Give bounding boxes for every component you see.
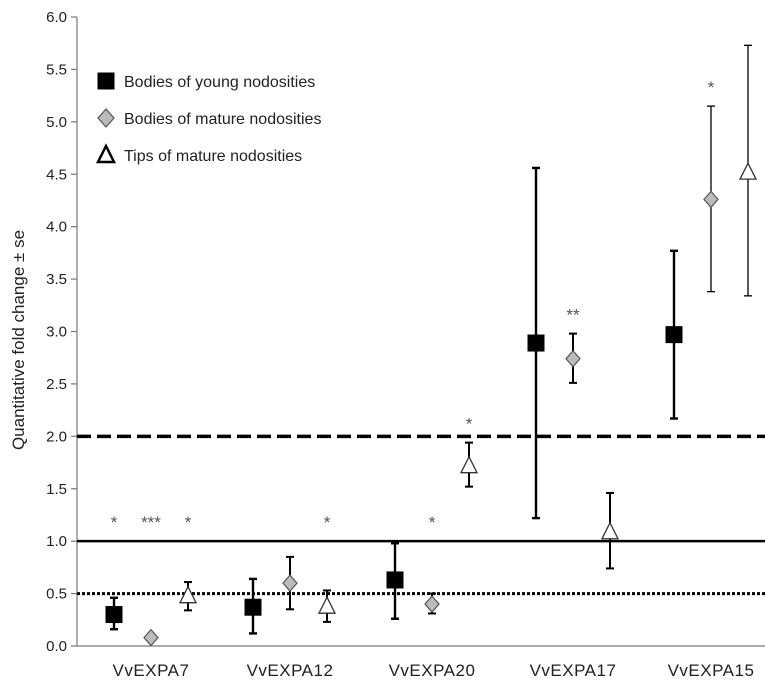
square-marker bbox=[244, 598, 262, 616]
legend-square-marker bbox=[97, 72, 115, 90]
y-tick-label: 5.0 bbox=[46, 114, 67, 131]
significance-mark: * bbox=[466, 415, 473, 434]
y-tick-label: 0.0 bbox=[46, 638, 67, 655]
y-axis-label: Quantitative fold change ± se bbox=[9, 230, 28, 450]
x-category-label: VvEXPA17 bbox=[530, 661, 617, 680]
x-category-label: VvEXPA12 bbox=[247, 661, 334, 680]
square-marker bbox=[665, 326, 683, 344]
y-tick-label: 3.5 bbox=[46, 271, 67, 288]
legend-label: Bodies of mature nodosities bbox=[124, 111, 321, 128]
diamond-marker bbox=[565, 349, 581, 368]
significance-mark: ** bbox=[566, 306, 580, 325]
triangle-marker bbox=[317, 595, 337, 614]
significance-mark: * bbox=[708, 78, 715, 97]
x-category-label: VvEXPA15 bbox=[668, 661, 755, 680]
y-tick-label: 1.5 bbox=[46, 481, 67, 498]
significance-mark: * bbox=[185, 513, 192, 532]
square-marker bbox=[105, 606, 123, 624]
significance-mark: * bbox=[324, 513, 331, 532]
square-marker bbox=[527, 334, 545, 352]
y-tick-label: 6.0 bbox=[46, 9, 67, 26]
significance-mark: * bbox=[429, 513, 436, 532]
y-tick-label: 2.5 bbox=[46, 376, 67, 393]
y-tick-label: 4.5 bbox=[46, 166, 67, 183]
diamond-marker bbox=[703, 190, 719, 209]
triangle-marker bbox=[738, 161, 758, 180]
diamond-marker bbox=[143, 628, 159, 647]
x-category-label: VvEXPA7 bbox=[113, 661, 190, 680]
legend-label: Bodies of young nodosities bbox=[124, 74, 315, 91]
triangle-marker bbox=[178, 585, 198, 604]
diamond-marker bbox=[282, 574, 298, 593]
diamond-marker bbox=[424, 595, 440, 613]
legend-label: Tips of mature nodosities bbox=[124, 148, 302, 165]
y-tick-label: 2.0 bbox=[46, 428, 67, 445]
square-marker bbox=[386, 571, 404, 589]
y-tick-label: 5.5 bbox=[46, 61, 67, 78]
y-tick-label: 0.5 bbox=[46, 586, 67, 603]
y-tick-label: 3.0 bbox=[46, 324, 67, 341]
y-tick-label: 1.0 bbox=[46, 533, 67, 550]
x-category-label: VvEXPA20 bbox=[389, 661, 476, 680]
legend-diamond-marker bbox=[97, 108, 115, 128]
triangle-marker bbox=[600, 521, 620, 540]
significance-mark: * bbox=[111, 513, 118, 532]
y-tick-label: 4.0 bbox=[46, 219, 67, 236]
significance-mark: *** bbox=[141, 513, 161, 532]
triangle-marker bbox=[459, 455, 479, 474]
legend-triangle-marker bbox=[95, 143, 117, 164]
